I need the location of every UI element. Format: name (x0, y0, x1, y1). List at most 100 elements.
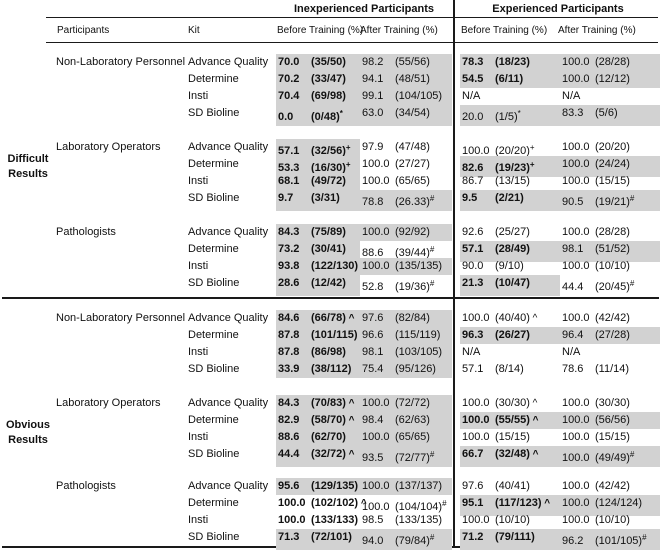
value-cell-exp-after: 100.0 (42/42) (560, 310, 660, 327)
fraction-value: (27/28) (595, 329, 630, 341)
row-gutter (8, 344, 56, 361)
percent-value: 100.0 (462, 414, 490, 426)
participant-cell (56, 88, 188, 105)
fraction-value: (137/137) (395, 480, 443, 492)
caret-annotation: ^ (529, 415, 539, 426)
percent-value: 93.5 (362, 452, 384, 464)
percent-value: 94.1 (362, 73, 384, 85)
column-gap (452, 412, 460, 429)
fraction-value: (19/36) (395, 281, 430, 293)
percent-value: 100.0 (562, 175, 590, 187)
column-gap (452, 344, 460, 361)
participant-group: Pathologists Advance Quality 84.3 (75/89) 10… (0, 224, 661, 296)
value-cell-inexp-after: 63.0 (34/54) (360, 105, 452, 126)
value-cell-exp-after: N/A (560, 88, 660, 105)
row-gutter (8, 478, 56, 495)
percent-value: 100.0 (562, 431, 590, 443)
superscript-annotation: * (339, 109, 343, 118)
kit-cell: Insti (188, 260, 209, 272)
fraction-value: (79/111) (495, 531, 535, 543)
value-cell-exp-before: 100.0 (10/10) (460, 512, 560, 529)
fraction-value: (102/102) (311, 497, 359, 509)
fraction-value: (92/92) (395, 226, 430, 238)
table-row: Determine 53.3 (16/30)+ 100.0 (27/27) 82.6 (19… (0, 156, 661, 177)
superscript-annotation: # (629, 279, 635, 288)
percent-value: 100.0 (462, 514, 490, 526)
value-cell-exp-before: 92.6 (25/27) (460, 224, 560, 241)
value-cell-inexp-after: 100.0 (137/137) (360, 478, 452, 495)
fraction-value: (55/56) (395, 56, 430, 68)
percent-value: 100.0 (462, 312, 490, 324)
fraction-value: (3/31) (311, 192, 340, 204)
fraction-value: (104/105) (395, 90, 443, 102)
value-cell-inexp-before: 68.1 (49/72) (276, 173, 360, 190)
fraction-value: (135/135) (395, 260, 443, 272)
row-gutter (8, 529, 56, 550)
fraction-value: (12/42) (311, 277, 346, 289)
kit-cell: Advance Quality (188, 226, 269, 238)
fraction-value: (25/27) (495, 226, 530, 238)
value-cell-exp-after: 100.0 (49/49)# (560, 446, 660, 467)
participant-group: Non-Laboratory Personnel Advance Quality 8… (0, 310, 661, 378)
group-header-inexperienced: Inexperienced Participants (294, 3, 434, 15)
value-cell-inexp-after: 100.0 (92/92) (360, 224, 452, 241)
fraction-value: (11/14) (595, 363, 630, 375)
value-cell-exp-before: 66.7 (32/48) ^ (460, 446, 560, 467)
percent-value: 82.6 (462, 162, 484, 174)
percent-value: 96.6 (362, 329, 384, 341)
table-row: Pathologists Advance Quality 84.3 (75/89) 10… (0, 224, 661, 241)
column-gap (452, 88, 460, 105)
kit-cell: Advance Quality (188, 141, 269, 153)
caret-annotation: ^ (345, 313, 355, 324)
percent-value: 9.5 (462, 192, 478, 204)
percent-value: 100.0 (462, 397, 490, 409)
fraction-value: (38/112) (311, 363, 352, 375)
percent-value: N/A (462, 346, 481, 358)
caret-annotation: ^ (541, 498, 551, 509)
table-row: Insti 100.0 (133/133) 98.5 (133/135) 100.0 (10… (0, 512, 661, 529)
value-cell-inexp-after: 75.4 (95/126) (360, 361, 452, 378)
percent-value: 84.6 (278, 312, 300, 324)
percent-value: 100.0 (562, 260, 590, 272)
fraction-value: (15/15) (595, 175, 630, 187)
kit-cell: Insti (188, 175, 209, 187)
kit-cell: SD Bioline (188, 277, 240, 289)
superscript-annotation: # (429, 245, 435, 254)
value-cell-inexp-before: 87.8 (86/98) (276, 344, 360, 361)
superscript-annotation: # (629, 450, 635, 459)
percent-value: 97.9 (362, 141, 384, 153)
value-cell-exp-before: 20.0 (1/5)* (460, 105, 560, 126)
row-gutter (8, 105, 56, 126)
superscript-annotation: # (429, 533, 435, 542)
table-row: Insti 93.8 (122/130) 100.0 (135/135) 90.0 (9/1… (0, 258, 661, 275)
percent-value: N/A (462, 90, 481, 102)
value-cell-exp-after: N/A (560, 344, 660, 361)
fraction-value: (35/50) (311, 56, 346, 68)
row-gutter (8, 446, 56, 467)
percent-value: 96.4 (562, 329, 584, 341)
superscript-annotation: # (629, 194, 635, 203)
percent-value: 52.8 (362, 281, 384, 293)
percent-value: 100.0 (562, 452, 590, 464)
fraction-value: (16/30) (311, 162, 346, 174)
column-gap (452, 258, 460, 275)
percent-value: 9.7 (278, 192, 294, 204)
percent-value: 68.1 (278, 175, 300, 187)
caret-annotation: ^ (529, 398, 538, 409)
participant-cell (56, 327, 188, 344)
kit-cell: Advance Quality (188, 56, 269, 68)
value-cell-exp-before: 100.0 (30/30) ^ (460, 395, 560, 412)
table-row: Insti 87.8 (86/98) 98.1 (103/105) N/A N/A (0, 344, 661, 361)
participant-cell (56, 344, 188, 361)
participant-group: Laboratory Operators Advance Quality 84.3 (… (0, 395, 661, 467)
caret-annotation: ^ (345, 398, 355, 409)
table-row: SD Bioline 33.9 (38/112) 75.4 (95/126) 57.1 (8… (0, 361, 661, 378)
fraction-value: (20/20) (595, 141, 630, 153)
fraction-value: (72/72) (395, 397, 430, 409)
fraction-value: (1/5) (495, 111, 518, 123)
table-row: Non-Laboratory Personnel Advance Quality 8… (0, 310, 661, 327)
table-row: Determine 100.0 (102/102) ^ 100.0 (104/104)#… (0, 495, 661, 516)
percent-value: 100.0 (462, 145, 490, 157)
kit-cell: Advance Quality (188, 397, 269, 409)
value-cell-inexp-before: 95.6 (129/135) (276, 478, 360, 495)
